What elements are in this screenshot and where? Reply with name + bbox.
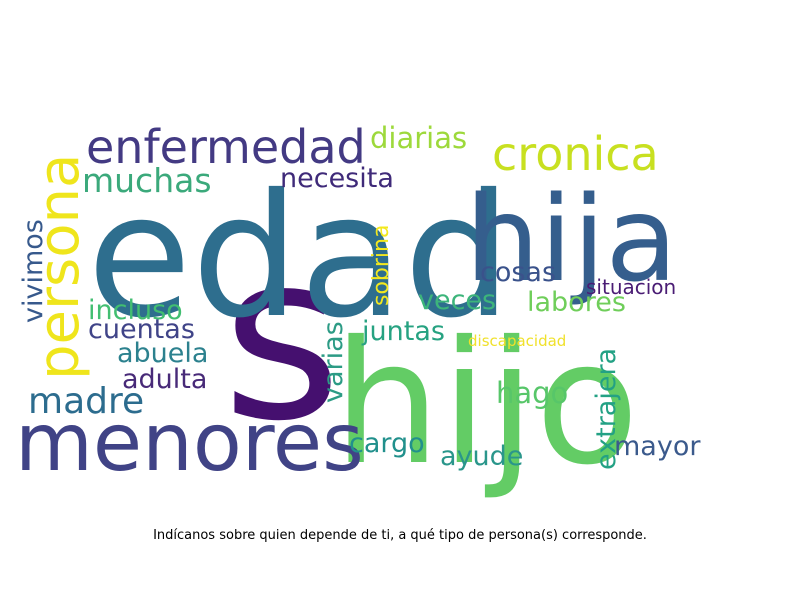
word-persona: persona	[27, 154, 92, 380]
word-cosas: cosas	[480, 257, 556, 288]
word-ayude: ayude	[440, 441, 523, 472]
word-necesita: necesita	[280, 163, 394, 194]
word-hago: hago	[496, 376, 568, 410]
word-juntas: juntas	[361, 316, 445, 347]
word-cronica: cronica	[492, 127, 659, 181]
word-hijo: hijo	[333, 305, 639, 503]
word-veces: veces	[418, 285, 496, 316]
word-hija: hija	[465, 170, 678, 308]
word-varias: varias	[318, 321, 349, 403]
word-incluso: incluso	[88, 295, 183, 326]
word-madre: madre	[28, 381, 144, 422]
word-mayor: mayor	[614, 431, 701, 462]
caption-text: Indícanos sobre quien depende de ti, a q…	[153, 528, 647, 543]
word-discapacidad: discapacidad	[468, 332, 566, 350]
word-enfermedad: enfermedad	[86, 120, 366, 174]
word-situacion: situacion	[586, 275, 676, 299]
word-edad: edad	[87, 158, 512, 356]
word-cuentas: cuentas	[88, 314, 195, 345]
word-s: s	[222, 205, 342, 472]
word-muchas: muchas	[82, 161, 212, 200]
word-cargo: cargo	[349, 428, 425, 459]
word-adulta: adulta	[122, 364, 207, 395]
word-vivimos: vivimos	[18, 219, 49, 323]
word-diarias: diarias	[370, 121, 467, 155]
word-extrajera: extrajera	[591, 348, 622, 470]
word-labores: labores	[527, 287, 626, 318]
word-abuela: abuela	[117, 338, 208, 369]
word-menores: menores	[15, 396, 364, 489]
word-sobrina: sobrina	[369, 225, 394, 306]
